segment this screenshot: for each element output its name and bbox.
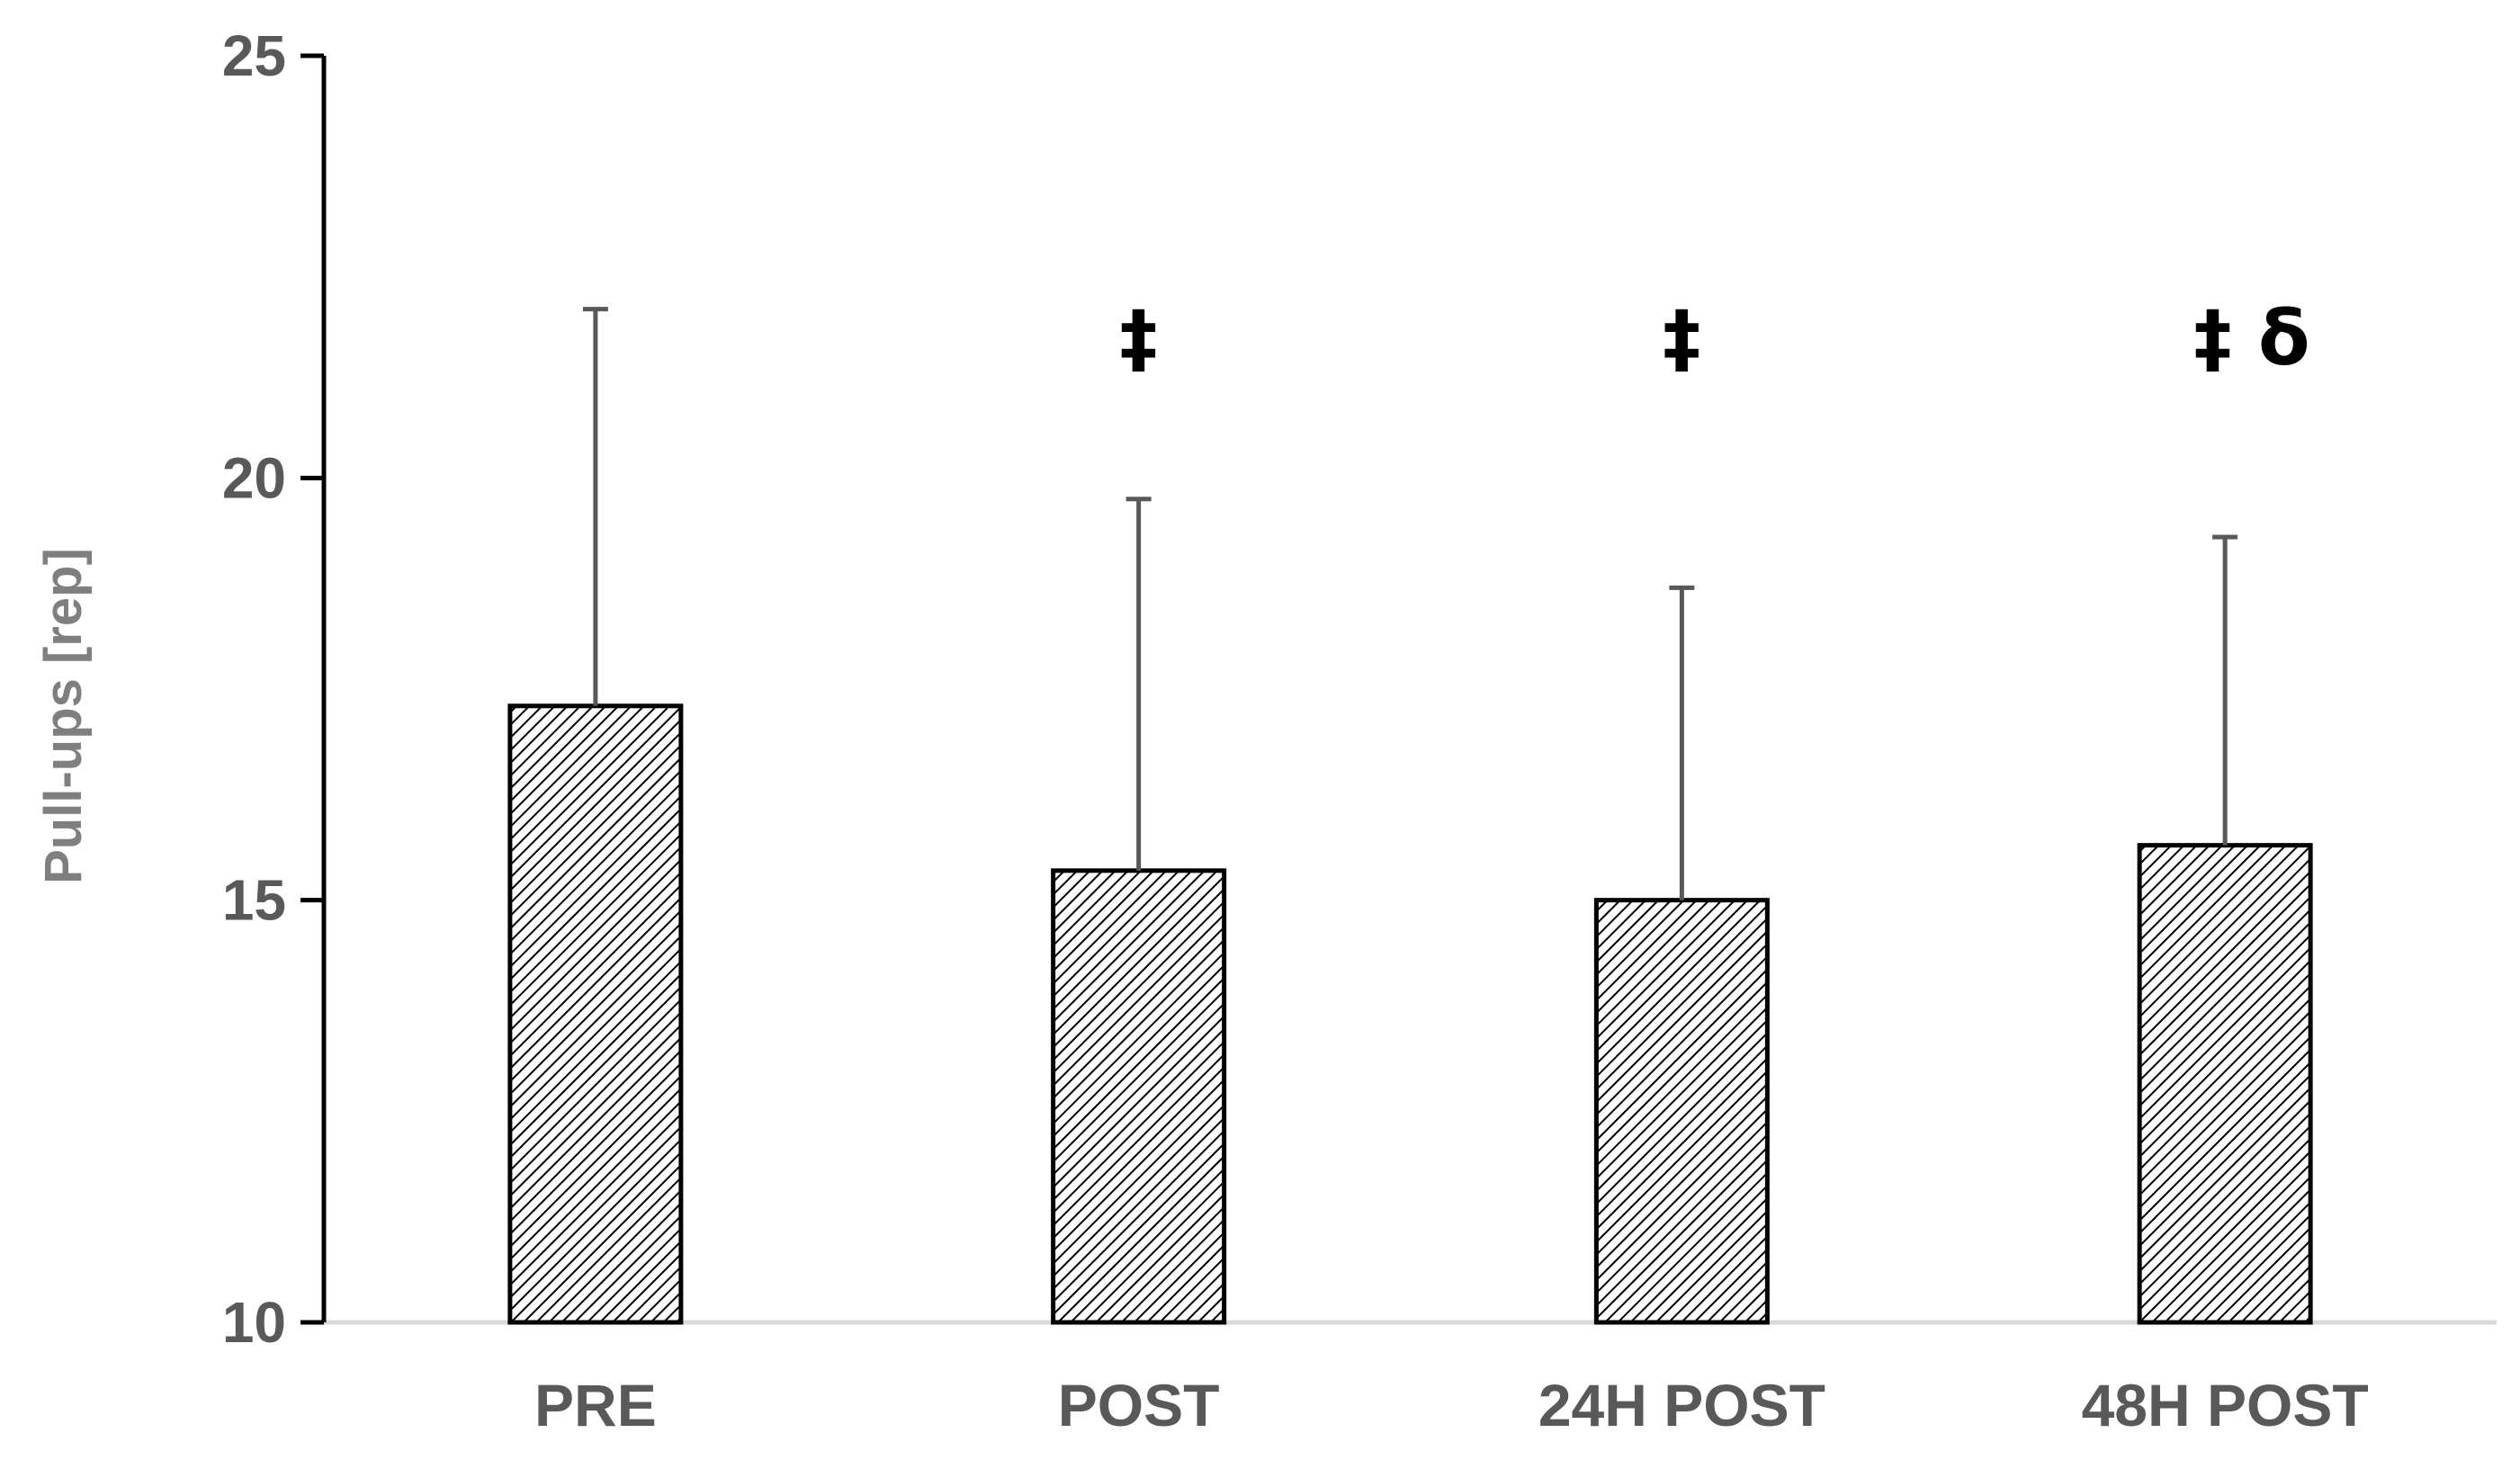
y-tick-label: 15 [222,868,286,933]
y-tick-label: 25 [222,23,286,88]
error-bars [582,307,2238,900]
significance-label: ‡ δ [2194,294,2310,382]
x-tick-label: POST [1058,1372,1220,1438]
y-axis-title: Pull-ups [rep] [34,548,93,884]
axes [300,53,2497,1325]
significance-label: ‡ [1663,294,1700,382]
y-tick-label: 20 [222,445,286,510]
x-tick-label: 48H POST [2082,1372,2369,1438]
significance-label: ‡ [1120,294,1158,382]
bars [507,703,2313,1325]
bar [1051,868,1227,1325]
labels: 10 15 20 25 Pull-ups [rep] PRE POST ‡ 24H POST ‡ 4… [34,23,2369,1438]
bar [2137,843,2313,1325]
bar [507,703,684,1325]
y-tick-label: 10 [222,1290,286,1355]
bar [1593,898,1770,1325]
x-tick-label: 24H POST [1538,1372,1825,1438]
x-tick-label: PRE [534,1372,657,1438]
